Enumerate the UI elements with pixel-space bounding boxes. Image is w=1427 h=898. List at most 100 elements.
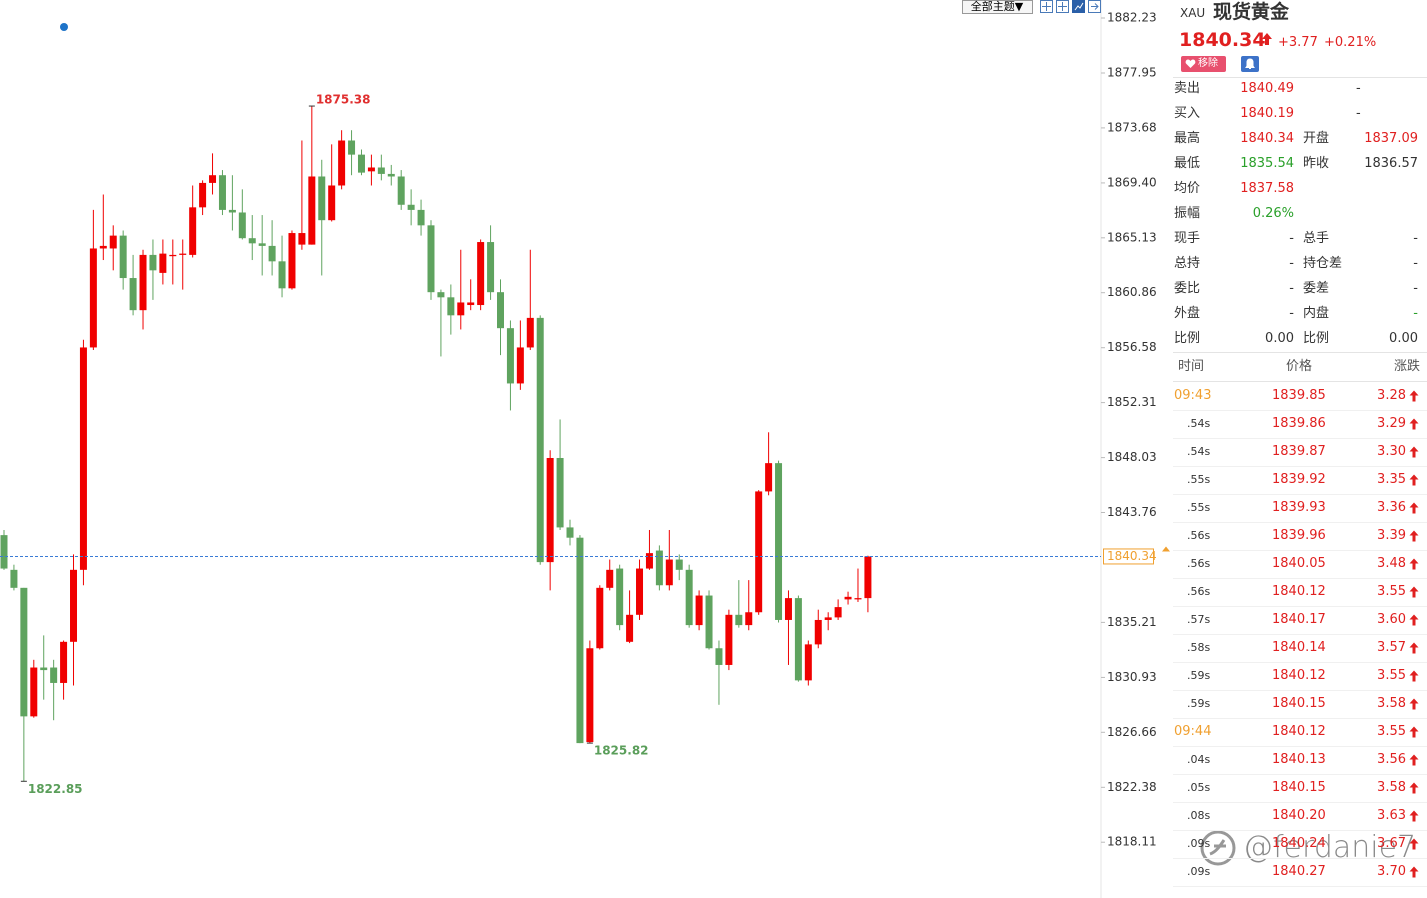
candle-body [487,242,495,293]
candle-body [844,596,852,600]
detail-value: 1837.58 [1240,181,1294,196]
table-header: 涨跌 [1393,359,1420,374]
candle-body [169,254,177,257]
y-tick-label: 1830.93 [1107,670,1157,684]
candle-body [377,167,385,174]
price: 1840.34 [1179,29,1266,51]
candle-body [775,463,783,620]
tick-change: 3.30 [1377,444,1406,459]
detail-value: - [1356,106,1361,121]
tick-change: 3.29 [1377,416,1406,431]
candle-body [735,614,743,626]
candle-body [189,207,197,255]
up-arrow [1409,614,1419,626]
tick-time: .59s [1187,697,1211,710]
candle-body [179,253,187,255]
candle-body [626,614,634,642]
detail-value: 0.00 [1265,331,1294,346]
tick-change: 3.39 [1377,528,1406,543]
candle-body [804,644,812,681]
detail-value: 1837.09 [1364,131,1418,146]
candle-body [814,619,822,645]
tick-time: .58s [1187,641,1211,654]
tick-change: 3.70 [1377,864,1406,879]
tick-price: 1840.15 [1272,780,1326,795]
detail-value: 0.26% [1252,206,1294,221]
tick-price: 1839.93 [1272,500,1326,515]
tick-time: .59s [1187,669,1211,682]
detail-label: 总手 [1303,231,1330,246]
candle-body [119,235,127,279]
candle-body [566,527,574,538]
up-arrow [1409,782,1419,794]
chart: 全部主题▼ 1882.23 1877.95 1873.68 1869.40 1865.1… [0,0,1170,898]
theme-button-label[interactable]: 全部主题▼ [971,0,1024,13]
candle-body [218,175,226,210]
candle-body [765,463,773,492]
candle-body [645,553,653,569]
y-tick-label: 1835.21 [1107,615,1157,629]
change-pct: +0.21% [1324,35,1377,50]
row-separator [1173,662,1427,663]
tick-change: 3.28 [1377,388,1406,403]
candle-body [60,641,68,683]
up-arrow [1409,474,1419,486]
up-arrow [1262,33,1272,45]
detail-label: 卖出 [1174,81,1201,96]
tick-price: 1840.17 [1272,612,1326,627]
detail-label: 买入 [1174,106,1201,121]
candle-body [616,568,624,626]
up-arrow [1409,418,1419,430]
row-separator [1173,886,1427,887]
up-arrow [1409,726,1419,738]
candle-body [556,457,564,528]
candle-body [328,185,336,221]
tick-time: .56s [1187,557,1211,570]
row-separator [1173,690,1427,691]
y-tick-label: 1856.58 [1107,340,1157,354]
candle-body [129,278,137,311]
detail-value: 1840.19 [1240,106,1294,121]
row-separator [1173,410,1427,411]
y-tick-label: 1826.66 [1107,725,1157,739]
tick-time: .04s [1187,753,1211,766]
up-arrow [1409,866,1419,878]
detail-value: - [1289,281,1294,296]
detail-value: - [1356,81,1361,96]
candle-body [357,154,365,173]
candle-body [705,595,713,649]
remove-button[interactable]: 移除 [1181,56,1226,72]
y-tick-label: 1860.86 [1107,285,1157,299]
theme-button[interactable] [962,0,1033,14]
y-tick-label: 1869.40 [1107,175,1157,189]
candle-body [655,550,663,586]
tick-change: 3.60 [1377,612,1406,627]
tick-price: 1839.92 [1272,472,1326,487]
candle-body [675,559,683,570]
tick-change: 3.36 [1377,500,1406,515]
alert-button[interactable] [1241,56,1259,72]
candle-body [794,598,802,681]
y-tick-label: 1852.31 [1107,395,1157,409]
candle-body [437,292,445,298]
row-separator [1173,774,1427,775]
remove-button-label[interactable]: 移除 [1198,58,1218,69]
tick-time: .08s [1187,809,1211,822]
toolbar-icons[interactable] [1040,0,1101,13]
detail-label: 委比 [1174,281,1201,296]
tick-change: 3.63 [1377,808,1406,823]
table-header: 价格 [1286,359,1313,374]
candle-body [248,238,256,244]
row-separator [1173,718,1427,719]
detail-value: - [1289,306,1294,321]
tick-price: 1840.14 [1272,640,1326,655]
detail-label: 外盘 [1174,306,1201,321]
up-arrow [1409,670,1419,682]
detail-value: 1840.49 [1240,81,1294,96]
candle-body [139,254,147,311]
detail-label: 开盘 [1303,131,1330,146]
table-header: 时间 [1178,359,1205,374]
detail-label: 总持 [1174,256,1201,271]
tick-change: 3.55 [1377,668,1406,683]
tick-time: .09s [1187,865,1211,878]
